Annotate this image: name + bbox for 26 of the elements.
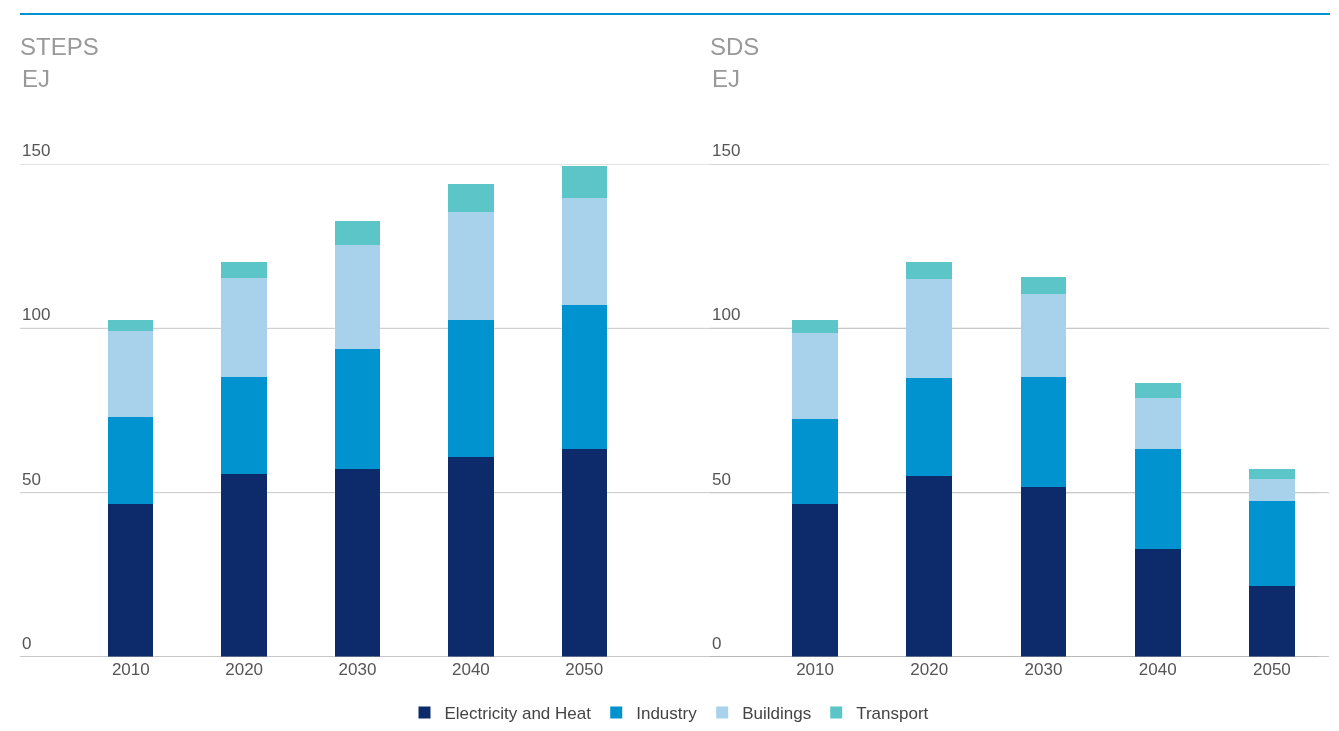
x-tick-label: 2050 xyxy=(565,660,604,679)
y-tick-label: 50 xyxy=(712,470,731,489)
legend-label: Electricity and Heat xyxy=(444,704,592,724)
legend-label: Industry xyxy=(636,704,698,724)
y-tick-label: 150 xyxy=(712,141,741,160)
y-tick-label: 100 xyxy=(22,305,51,324)
x-tick-label: 2020 xyxy=(910,660,949,679)
legend-label: Buildings xyxy=(742,704,812,724)
y-tick-label: 100 xyxy=(712,305,741,324)
x-tick-label: 2050 xyxy=(1252,660,1291,679)
y-tick-label: 0 xyxy=(22,634,32,653)
chart-title: SDS xyxy=(710,33,760,61)
y-tick-label: 50 xyxy=(22,470,41,489)
legend-label: Transport xyxy=(856,704,929,724)
x-tick-label: 2010 xyxy=(796,660,834,679)
x-tick-label: 2010 xyxy=(111,660,150,679)
x-tick-label: 2040 xyxy=(451,660,490,679)
x-tick-label: 2030 xyxy=(1024,660,1063,679)
x-tick-label: 2030 xyxy=(338,660,377,679)
x-tick-label: 2040 xyxy=(1138,660,1177,679)
chart-title: STEPS xyxy=(20,33,99,61)
y-tick-label: 0 xyxy=(712,634,722,653)
chart-subtitle: EJ xyxy=(712,65,741,92)
y-tick-label: 150 xyxy=(22,141,51,160)
chart-subtitle: EJ xyxy=(22,65,51,92)
x-tick-label: 2020 xyxy=(225,660,264,679)
